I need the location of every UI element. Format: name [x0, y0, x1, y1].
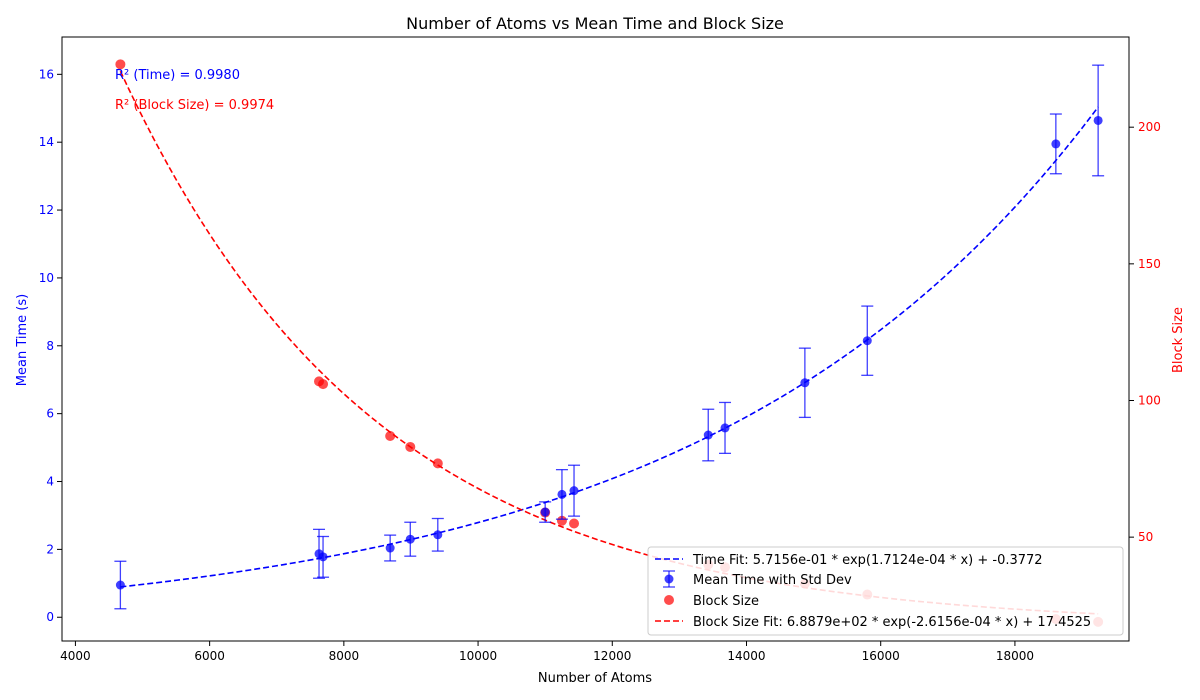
mean-time-point: [568, 464, 581, 517]
mean-time-marker: [433, 530, 443, 540]
r2-time-annotation: R² (Time) = 0.9980: [115, 68, 240, 83]
mean-time-point: [317, 535, 330, 578]
left-y-tick-label: 10: [39, 271, 54, 285]
mean-time-point: [431, 517, 444, 552]
legend-mean-time-label: Mean Time with Std Dev: [693, 573, 852, 588]
x-tick-label: 18000: [996, 649, 1034, 663]
mean-time-marker: [557, 489, 567, 499]
left-y-axis-label: Mean Time (s): [15, 294, 30, 386]
left-y-tick-label: 6: [46, 407, 54, 421]
mean-time-marker: [405, 534, 415, 544]
block-size-point: [432, 458, 443, 469]
axes: 4000 6000 8000 10000 12000 14000 16000 18000 0 2 4…: [39, 36, 1161, 663]
block-size-point: [405, 441, 416, 452]
mean-time-marker: [862, 336, 872, 346]
block-size-point: [318, 379, 329, 390]
x-tick-label: 8000: [329, 649, 360, 663]
left-y-tick-label: 0: [46, 610, 54, 624]
mean-time-point: [702, 408, 715, 462]
mean-time-marker: [1093, 115, 1103, 125]
right-y-tick-label: 200: [1138, 120, 1161, 134]
right-y-tick-label: 100: [1138, 393, 1161, 407]
time-fit-line: [120, 106, 1099, 588]
mean-time-marker: [703, 430, 713, 440]
mean-time-marker: [540, 507, 550, 517]
right-y-tick-label: 50: [1138, 530, 1153, 544]
legend-block-size-label: Block Size: [693, 594, 759, 609]
plot-area: [114, 59, 1105, 627]
x-tick-label: 12000: [593, 649, 631, 663]
mean-time-point: [861, 305, 874, 376]
mean-time-point: [1092, 64, 1105, 177]
mean-time-point: [1049, 113, 1062, 175]
r2-block-size-annotation: R² (Block Size) = 0.9974: [115, 98, 274, 113]
x-tick-label: 4000: [60, 649, 91, 663]
mean-time-point: [555, 468, 568, 520]
plot-frame: [61, 36, 1130, 642]
mean-time-marker: [385, 543, 395, 553]
left-y-tick-label: 12: [39, 203, 54, 217]
x-tick-label: 6000: [194, 649, 225, 663]
block-size-fit-line: [119, 70, 1099, 615]
legend-time-fit-label: Time Fit: 5.7156e-01 * exp(1.7124e-04 * …: [692, 553, 1043, 568]
legend-frame: [647, 546, 1124, 636]
legend-block-fit-label: Block Size Fit: 6.8879e+02 * exp(-2.6156…: [693, 615, 1091, 630]
mean-time-marker: [1051, 139, 1061, 149]
mean-time-marker: [569, 486, 579, 496]
mean-time-point: [384, 534, 397, 562]
x-tick-label: 16000: [862, 649, 900, 663]
mean-time-marker: [318, 552, 328, 562]
block-size-point: [569, 518, 580, 529]
mean-time-point: [404, 521, 417, 557]
block-size-point: [556, 515, 567, 526]
mean-time-point: [539, 501, 552, 523]
left-y-tick-label: 4: [46, 475, 54, 489]
x-tick-label: 14000: [727, 649, 765, 663]
block-size-point: [115, 59, 126, 70]
mean-time-marker: [720, 423, 730, 433]
legend: Time Fit: 5.7156e-01 * exp(1.7124e-04 * …: [647, 546, 1124, 636]
mean-time-point: [114, 560, 127, 610]
legend-block-size-swatch: [664, 595, 674, 605]
right-y-tick-label: 150: [1138, 257, 1161, 271]
mean-time-marker: [800, 378, 810, 388]
left-y-tick-label: 8: [46, 339, 54, 353]
mean-time-point: [798, 347, 811, 419]
block-size-point: [385, 431, 396, 442]
left-y-tick-label: 16: [39, 67, 54, 81]
x-axis-label: Number of Atoms: [538, 671, 652, 686]
mean-time-marker: [115, 580, 125, 590]
legend-mean-time-swatch: [663, 570, 675, 588]
right-y-axis-label: Block Size: [1171, 307, 1186, 373]
left-y-tick-label: 2: [46, 542, 54, 556]
x-tick-label: 10000: [459, 649, 497, 663]
left-y-tick-label: 14: [39, 135, 54, 149]
mean-time-point: [719, 401, 732, 455]
chart-title: Number of Atoms vs Mean Time and Block S…: [406, 14, 784, 33]
